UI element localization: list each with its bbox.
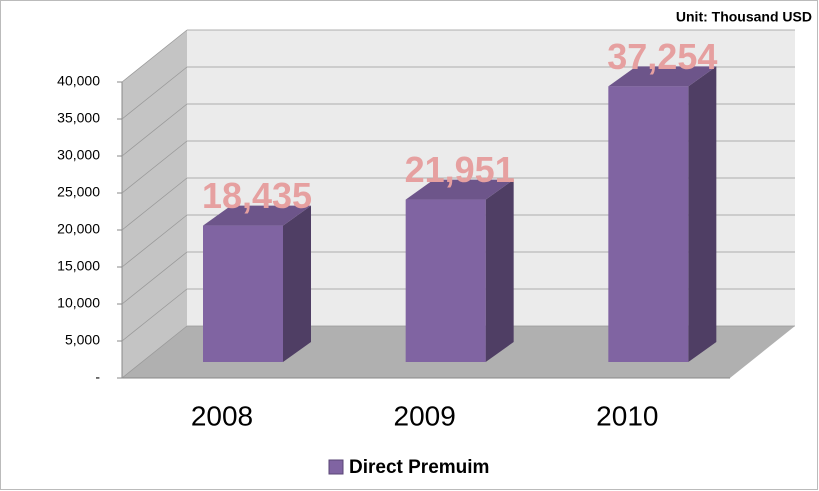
legend-label: Direct Premuim bbox=[349, 457, 489, 478]
bar bbox=[608, 86, 689, 362]
grid-line bbox=[121, 214, 188, 268]
value-label: 18,435 bbox=[202, 175, 312, 216]
grid-line bbox=[121, 288, 188, 342]
y-tick-label: 5,000 bbox=[65, 332, 100, 348]
y-tick-label: 10,000 bbox=[57, 295, 100, 311]
bar bbox=[405, 199, 486, 362]
bar-side bbox=[485, 179, 514, 362]
grid-line bbox=[121, 29, 188, 83]
y-tick-label: 35,000 bbox=[57, 110, 100, 126]
legend-swatch bbox=[328, 459, 344, 475]
grid-line bbox=[121, 103, 188, 157]
value-label: 37,254 bbox=[607, 36, 717, 77]
grid-line bbox=[121, 251, 188, 305]
grid-line bbox=[121, 140, 188, 194]
bar-top bbox=[203, 205, 311, 226]
x-tick-label: 2009 bbox=[394, 400, 456, 431]
y-tick-label: 40,000 bbox=[57, 73, 100, 89]
grid-line bbox=[121, 177, 188, 231]
bar-side bbox=[283, 205, 311, 362]
value-label: 21,951 bbox=[405, 149, 515, 190]
x-tick-label: 2008 bbox=[191, 400, 253, 431]
bar-side bbox=[688, 66, 717, 362]
bar-top bbox=[608, 66, 717, 87]
x-tick-label: 2010 bbox=[596, 400, 658, 431]
y-tick-label: 15,000 bbox=[57, 258, 100, 274]
y-tick-label: 20,000 bbox=[57, 221, 100, 237]
bar-top bbox=[405, 179, 514, 200]
y-tick-label: 25,000 bbox=[57, 184, 100, 200]
y-tick-label: 30,000 bbox=[57, 147, 100, 163]
unit-note: Unit: Thousand USD bbox=[676, 9, 812, 25]
bar bbox=[203, 225, 283, 362]
grid-line bbox=[121, 66, 188, 120]
y-tick-label: - bbox=[95, 369, 100, 385]
grid-line bbox=[121, 325, 188, 379]
